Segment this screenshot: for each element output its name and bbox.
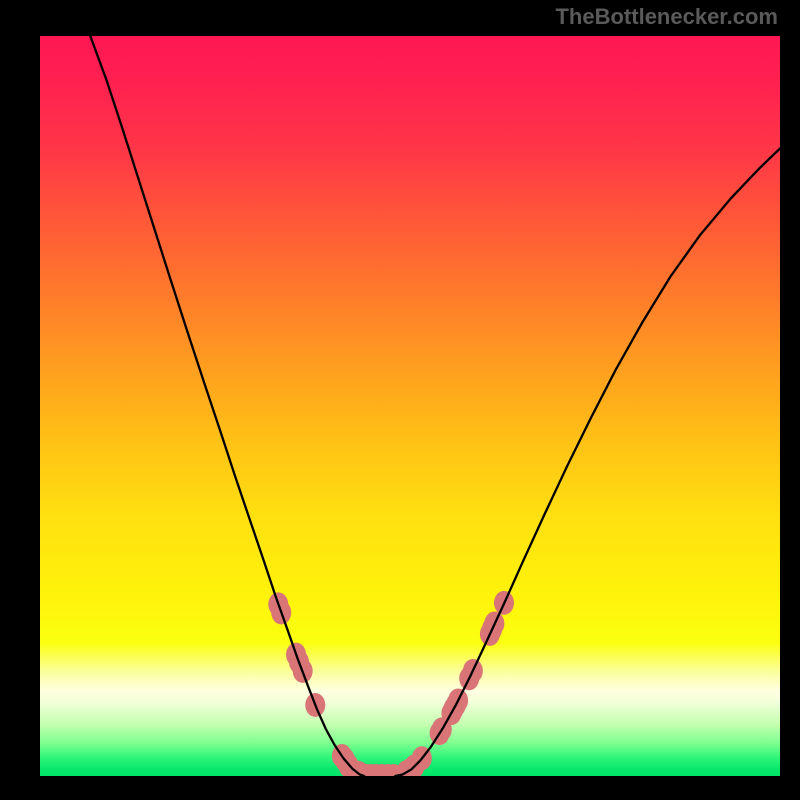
- curve-right: [395, 148, 780, 776]
- curves-layer: [40, 36, 780, 776]
- chart-container: TheBottlenecker.com: [0, 0, 800, 800]
- plot-area: [40, 36, 780, 776]
- watermark-text: TheBottlenecker.com: [555, 4, 778, 30]
- markers-group: [268, 591, 514, 776]
- curve-left: [90, 36, 364, 776]
